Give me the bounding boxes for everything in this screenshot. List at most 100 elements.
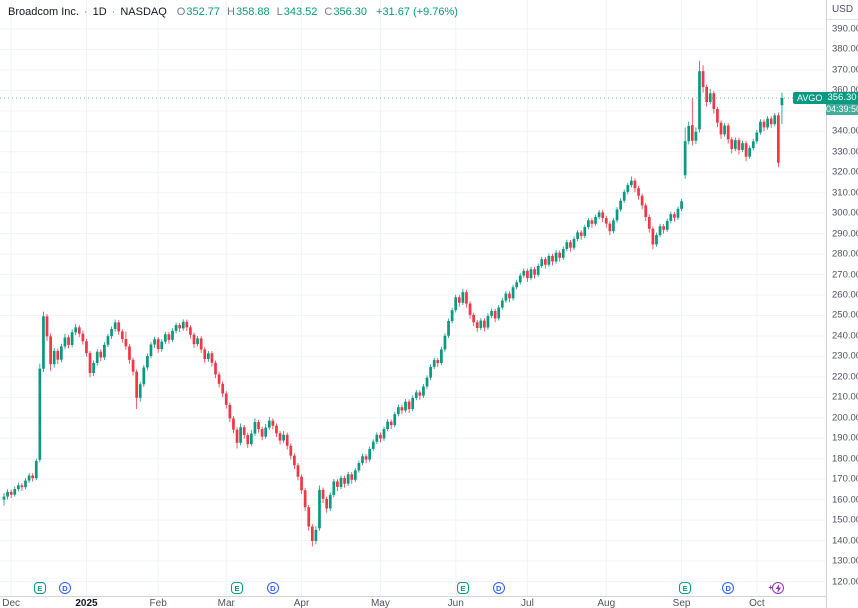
candle-body [569, 242, 572, 248]
candle-body [382, 429, 386, 439]
candle-body [361, 456, 364, 464]
price-tick-label: 320.00 [832, 166, 858, 178]
price-tick-label: 190.00 [832, 432, 858, 444]
candle-body [103, 344, 106, 358]
earnings-marker-icon[interactable]: E [679, 582, 692, 594]
candle-body [608, 223, 612, 232]
dividend-marker-icon[interactable]: D [266, 582, 279, 594]
candle-body [741, 143, 744, 150]
candle-body [99, 351, 103, 358]
candle-body [615, 209, 619, 221]
candle-body [777, 115, 780, 163]
candle-body [773, 115, 777, 125]
candle-body [518, 275, 522, 283]
candle-body [110, 328, 113, 337]
candle-body [669, 214, 673, 221]
flash-event-icon[interactable]: + [768, 582, 785, 594]
price-tick-label: 310.00 [832, 187, 858, 199]
candle-body [192, 334, 196, 345]
candle-body [583, 227, 587, 236]
candle-body [744, 143, 748, 157]
candle-body [626, 185, 630, 192]
ohlc-c: C356.30 [324, 6, 368, 18]
time-tick-label-may[interactable]: May [370, 598, 390, 608]
candle-body [296, 465, 300, 477]
candle-body [77, 327, 81, 334]
candle-body [174, 325, 178, 331]
price-tick-label: 140.00 [832, 535, 858, 547]
candle-body [479, 320, 483, 328]
time-tick-label-mar[interactable]: Mar [217, 598, 235, 608]
candle-body [67, 337, 70, 345]
candle-body [328, 494, 332, 509]
candle-body [13, 489, 17, 495]
candle-body [217, 374, 221, 384]
candle-body [619, 200, 622, 210]
time-tick-label-2025[interactable]: 2025 [75, 598, 98, 608]
candle-body [651, 228, 655, 245]
dividend-marker-icon[interactable]: D [722, 582, 735, 594]
ticker-price-tag: AVGO [793, 91, 827, 104]
candle-body [95, 351, 99, 363]
candle-body [443, 335, 447, 350]
candle-body [106, 336, 110, 345]
candle-body [504, 293, 508, 301]
candle-body [2, 496, 6, 500]
earnings-marker-icon[interactable]: E [33, 582, 46, 594]
candle-body [751, 141, 755, 149]
candle-body [81, 333, 85, 342]
candle-body [45, 316, 49, 337]
candle-body [418, 392, 422, 396]
candle-body [85, 341, 88, 354]
candle-body [346, 474, 350, 484]
candle-body [49, 336, 52, 365]
candle-body [533, 269, 536, 275]
candle-body [604, 218, 608, 224]
candle-body [343, 477, 346, 484]
ohlc-h: H358.88 [227, 6, 270, 18]
price-tick-label: 390.00 [832, 23, 858, 35]
candle-body [56, 350, 60, 360]
candle-body [587, 220, 590, 228]
currency-label[interactable]: USD [827, 0, 858, 20]
candle-body [414, 392, 418, 398]
ohlc-values: O352.77 H358.88 L343.52 C356.30 [177, 6, 374, 18]
candle-body [321, 489, 325, 499]
candle-body [658, 226, 662, 236]
price-tick-label: 260.00 [832, 289, 858, 301]
price-tick-label: 230.00 [832, 350, 858, 362]
time-tick-label-aug[interactable]: Aug [597, 598, 616, 608]
candle-body [389, 421, 393, 426]
candle-body [572, 238, 576, 248]
candlestick-chart[interactable] [0, 0, 826, 596]
time-axis[interactable]: Dec 2025 Feb Mar Apr May Jun Jul Aug Sep Oct [0, 596, 826, 608]
candle-body [647, 217, 651, 229]
candle-body [20, 485, 24, 488]
candle-body [472, 314, 475, 323]
candle-body [24, 480, 27, 488]
symbol-title[interactable]: Broadcom Inc. [8, 6, 79, 18]
candle-body [138, 384, 142, 398]
time-tick-label-apr[interactable]: Apr [293, 598, 310, 608]
time-tick-label-sep[interactable]: Sep [672, 598, 691, 608]
candle-body [146, 355, 149, 368]
time-tick-label-dec[interactable]: Dec [2, 598, 21, 608]
chart-pane[interactable]: Broadcom Inc. · 1D · NASDAQ O352.77 H358.… [0, 0, 827, 596]
dividend-marker-icon[interactable]: D [492, 582, 505, 594]
candle-body [594, 217, 597, 224]
time-tick-label-oct[interactable]: Oct [749, 598, 765, 608]
price-change: +31.67 (+9.76%) [376, 6, 458, 18]
dividend-marker-icon[interactable]: D [58, 582, 71, 594]
time-tick-label-feb[interactable]: Feb [149, 598, 167, 608]
candle-body [214, 362, 217, 375]
earnings-marker-icon[interactable]: E [456, 582, 469, 594]
time-tick-label-jul[interactable]: Jul [521, 598, 534, 608]
time-tick-label-jun[interactable]: Jun [447, 598, 464, 608]
candle-body [135, 371, 138, 398]
candle-body [386, 421, 389, 430]
symbol-interval[interactable]: 1D [92, 6, 107, 18]
price-tick-label: 200.00 [832, 412, 858, 424]
candle-body [590, 220, 594, 224]
candle-body [400, 407, 404, 411]
earnings-marker-icon[interactable]: E [231, 582, 244, 594]
